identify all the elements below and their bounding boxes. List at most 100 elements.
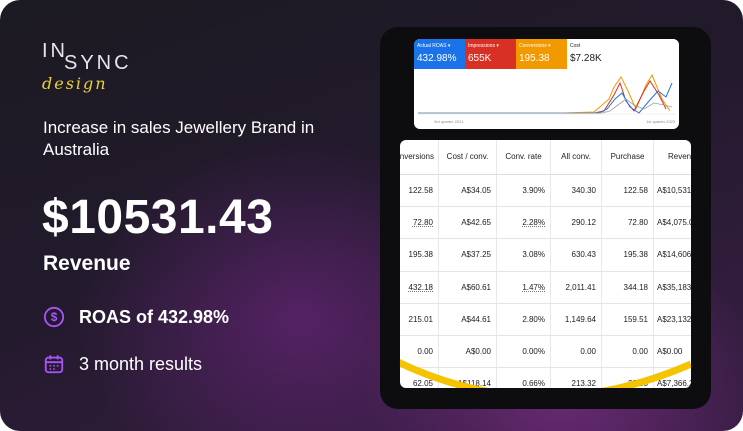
cell-value: 290.12 <box>571 218 596 228</box>
table-cell: A$23,132.43 <box>654 304 691 335</box>
table-cell: 3.08% <box>497 239 551 271</box>
table-cell: A$4,075.00 <box>654 207 691 238</box>
kpi-value: $7.28K <box>570 53 602 64</box>
cell-value: 630.43 <box>571 250 596 260</box>
table-row: 432.18 A$60.61 1.47% 2,011.41 344.18 A$35,183… <box>400 271 691 304</box>
kpi-label: Conversions ▾ <box>519 43 551 49</box>
cell-value: A$0.00 <box>465 347 491 357</box>
table-row: 122.58 A$34.05 3.90% 340.30 122.58 A$10,531.4… <box>400 175 691 208</box>
table-row: 215.01 A$44.61 2.80% 1,149.64 159.51 A$23,132… <box>400 303 691 336</box>
kpi-value: 655K <box>468 53 492 64</box>
table-cell: 2.80% <box>497 303 551 335</box>
column-header-conv-rate[interactable]: Conv. rate <box>497 140 551 174</box>
table-cell: A$118.14 <box>439 368 497 388</box>
cell-value: A$35,183.68 <box>657 282 691 292</box>
table-cell: 0.00 <box>602 335 654 368</box>
cell-value: 432.18 <box>408 282 433 292</box>
column-header-all-conv[interactable]: All conv. <box>551 140 602 174</box>
table-cell: 2.28% <box>497 207 551 239</box>
table-cell: 630.43 <box>551 239 602 271</box>
table-cell: A$10,531.43 <box>654 175 691 206</box>
insync-logo: IN SYNC design <box>42 40 152 100</box>
table-cell: 122.58 <box>602 175 654 207</box>
series-conversions-line <box>418 73 671 114</box>
kpi-label: Actual ROAS ▾ <box>417 43 451 49</box>
column-header-cost-per-conv[interactable]: Cost / conv. <box>439 140 497 174</box>
table-cell: 1,149.64 <box>551 303 602 335</box>
cell-value: 29.55 <box>627 379 648 388</box>
table-cell: A$0.00 <box>439 335 497 368</box>
table-cell: A$0.00 <box>654 336 691 367</box>
logo-line-1: IN <box>42 40 68 62</box>
table-row: 72.80 A$42.65 2.28% 290.12 72.80 A$4,075.00 <box>400 207 691 240</box>
column-header-conversions[interactable]: Conversions <box>400 140 439 174</box>
headline: Increase in sales Jewellery Brand in Aus… <box>43 118 315 159</box>
table-cell: 290.12 <box>551 207 602 239</box>
cell-value: 213.32 <box>571 379 596 388</box>
cell-value: 344.18 <box>623 282 648 292</box>
dollar-circle-icon: $ <box>43 306 65 328</box>
cell-value: A$42.65 <box>461 218 491 228</box>
table-cell: 0.00 <box>551 335 602 368</box>
cell-value: 122.58 <box>623 186 648 196</box>
cell-value: 3.90% <box>522 186 545 196</box>
cell-value: 2,011.41 <box>565 282 596 292</box>
kpi-value: 432.98% <box>417 53 457 64</box>
table-cell: A$37.25 <box>439 239 497 271</box>
calendar-icon <box>44 355 64 374</box>
column-header-revenue[interactable]: Revenue <box>668 152 691 161</box>
table-cell: 1.47% <box>497 271 551 303</box>
cell-value: A$4,075.00 <box>657 218 691 228</box>
performance-chart: 3rd quarter 2021 1st quarter 2023 <box>418 73 676 124</box>
table-cell: 62.05 <box>400 368 439 388</box>
table-cell: A$34.05 <box>439 175 497 207</box>
series-impressions-line <box>418 80 667 114</box>
cell-value: 215.01 <box>408 314 433 324</box>
feature-roas-text: ROAS of 432.98% <box>79 306 230 327</box>
cell-value: 1.47% <box>522 282 545 292</box>
kpi-value: 195.38 <box>519 53 550 64</box>
series-cost-line <box>418 98 673 114</box>
table-cell: 29.55 <box>602 368 654 388</box>
cell-value: 1,149.64 <box>564 314 596 324</box>
kpi-label: Cost <box>570 43 581 49</box>
revenue-label: Revenue <box>43 252 131 275</box>
kpi-conversions[interactable]: Conversions ▾ 195.38 <box>516 39 567 69</box>
table-cell: A$7,366.25 <box>654 368 691 388</box>
table-row: 0.00 A$0.00 0.00% 0.00 0.00 A$0.00 <box>400 335 691 369</box>
table-cell: 122.58 <box>400 175 439 207</box>
metrics-table-panel: Conversions Cost / conv. Conv. rate All … <box>400 140 691 388</box>
cell-value: A$37.25 <box>461 250 491 260</box>
chart-axis-start: 3rd quarter 2021 <box>434 119 464 124</box>
kpi-cost[interactable]: Cost $7.28K <box>567 39 679 69</box>
dashboard-device: Actual ROAS ▾ 432.98% Impressions ▾ 655K… <box>380 27 711 409</box>
kpi-actual-roas[interactable]: Actual ROAS ▾ 432.98% <box>414 39 465 69</box>
table-cell: 195.38 <box>400 239 439 271</box>
cell-value: A$118.14 <box>457 379 491 388</box>
feature-duration-text: 3 month results <box>79 353 203 374</box>
cell-value: A$7,366.25 <box>657 379 691 388</box>
kpi-impressions[interactable]: Impressions ▾ 655K <box>465 39 516 69</box>
feature-roas: $ ROAS of 432.98% <box>43 305 229 329</box>
table-cell: 159.51 <box>602 303 654 335</box>
table-row: 195.38 A$37.25 3.08% 630.43 195.38 A$14,606.4… <box>400 239 691 272</box>
cell-value: 340.30 <box>571 186 596 196</box>
kpi-row: Actual ROAS ▾ 432.98% Impressions ▾ 655K… <box>414 39 679 69</box>
cell-value: A$34.05 <box>461 186 491 196</box>
logo-line-2: SYNC <box>64 52 132 74</box>
logo-line-3: design <box>42 74 108 93</box>
table-cell: A$60.61 <box>439 271 497 303</box>
series-roas-line <box>418 82 673 114</box>
cell-value: 2.28% <box>522 218 545 228</box>
table-cell: 0.00 <box>400 335 439 368</box>
table-header-row: Conversions Cost / conv. Conv. rate All … <box>400 140 691 175</box>
cell-value: 159.51 <box>623 314 648 324</box>
revenue-amount: $10531.43 <box>42 191 274 244</box>
table-cell: A$44.61 <box>439 303 497 335</box>
cell-value: 72.80 <box>627 218 648 228</box>
column-header-purchase[interactable]: Purchase <box>602 140 654 174</box>
cell-value: A$23,132.43 <box>657 314 691 324</box>
table-cell: 0.00% <box>497 335 551 368</box>
feature-duration: 3 month results <box>43 352 202 376</box>
